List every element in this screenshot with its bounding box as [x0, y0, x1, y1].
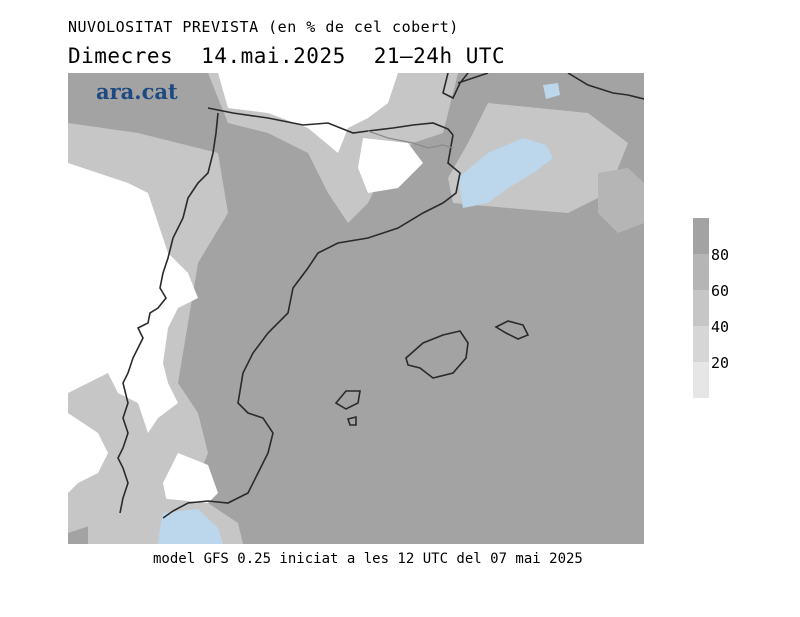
- clear-area-west: [68, 163, 198, 433]
- map-graphic: [68, 73, 644, 544]
- island-mallorca: [405, 330, 469, 379]
- legend-label-60: 60: [711, 282, 730, 300]
- legend-swatch-1: [693, 218, 709, 254]
- coastline: [117, 73, 644, 519]
- island-menorca: [494, 320, 530, 340]
- clear-area-southwest: [68, 413, 108, 493]
- cloud-band-east: [598, 168, 644, 233]
- forecast-day: Dimecres: [68, 44, 174, 68]
- clear-sea-northeast: [543, 83, 560, 99]
- forecast-date: 14.mai.2025: [201, 44, 346, 68]
- model-info: model GFS 0.25 iniciat a les 12 UTC del …: [153, 551, 583, 567]
- map-title: NUVOLOSITAT PREVISTA (en % de cel cobert…: [68, 18, 459, 36]
- legend-swatch-5: [693, 362, 709, 398]
- clear-patch-north: [358, 138, 423, 193]
- forecast-period: 21–24h UTC: [373, 44, 506, 68]
- legend-swatch-4: [693, 326, 709, 362]
- legend-swatch-2: [693, 254, 709, 290]
- legend-label-40: 40: [711, 318, 730, 336]
- legend-label-20: 20: [711, 354, 730, 372]
- island-formentera: [346, 415, 357, 426]
- cloud-cover-map: ara.cat: [68, 73, 644, 544]
- ara-cat-logo: ara.cat: [96, 79, 178, 104]
- legend-swatch-3: [693, 290, 709, 326]
- island-ibiza: [334, 390, 361, 410]
- clear-patch-southwest: [163, 453, 218, 513]
- clear-sea-gulf: [458, 138, 553, 208]
- clear-sea-south: [158, 509, 223, 544]
- borders: [367, 130, 454, 149]
- legend-label-80: 80: [711, 246, 730, 264]
- forecast-time: Dimecres 14.mai.2025 21–24h UTC: [68, 44, 533, 68]
- clear-area-north: [218, 73, 398, 153]
